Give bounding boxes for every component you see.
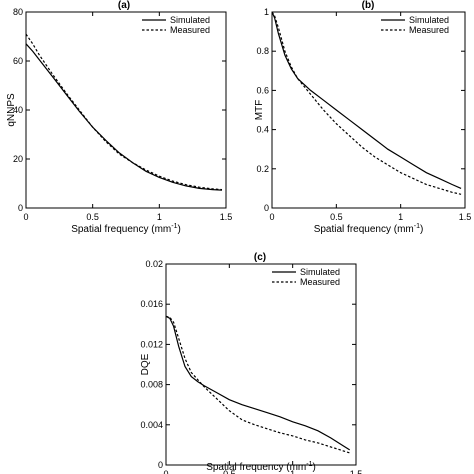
x-axis-label: Spatial frequency (mm-1) [71,223,181,235]
y-tick-label: 0.004 [140,420,163,430]
y-tick-label: 0.8 [256,46,269,56]
y-tick-label: 0.6 [256,85,269,95]
x-axis-label: Spatial frequency (mm-1) [206,461,316,473]
y-tick-label: 0 [264,203,269,213]
legend-label-simulated: Simulated [300,267,340,277]
x-tick-label: 0 [163,469,168,474]
x-tick-label: 0.5 [86,212,99,222]
x-tick-label: 1.5 [350,469,363,474]
y-axis-label: MTF [254,100,265,121]
series-line-simulated [25,43,223,191]
x-tick-label: 0 [269,212,274,222]
legend-label-simulated: Simulated [170,15,210,25]
y-tick-label: 0.008 [140,380,163,390]
x-tick-label: 0 [23,212,28,222]
x-axis-label-close: ) [312,462,315,473]
chart-panel-a: (a) 0 0.5 1 1.5 0 20 40 60 80 Spatial frequency (m… [6,0,232,235]
y-tick-label: 0 [18,203,23,213]
x-axis-label-exponent: -1 [306,461,312,468]
y-axis-label: qNNPS [6,93,17,127]
plot-frame [271,11,466,209]
panel-label: (a) [118,0,130,11]
x-axis-label-exponent: -1 [414,223,420,230]
y-tick-label: 1 [264,7,269,17]
x-axis-label-text: Spatial frequency (mm [206,462,306,473]
series-line-measured [165,315,350,454]
x-axis-label-close: ) [177,224,180,235]
x-tick-label: 1.5 [459,212,472,222]
series-line-measured [271,11,462,195]
legend-label-measured: Measured [300,277,340,287]
y-tick-label: 0 [158,460,163,470]
panel-label: (b) [362,0,375,11]
chart-panel-c: (c) 0 0.5 1 1.5 0 0.004 0.008 0.012 0.016 0.02 Spat… [140,252,362,474]
x-tick-label: 1 [398,212,403,222]
panel-label: (c) [254,252,266,263]
y-tick-label: 0.016 [140,299,163,309]
x-tick-label: 0.5 [330,212,343,222]
legend-label-measured: Measured [409,25,449,35]
series-line-measured [25,33,223,191]
plot-frame [165,263,357,466]
x-axis-label-close: ) [420,224,423,235]
y-tick-label: 0.02 [145,259,163,269]
series-line-simulated [271,11,462,189]
legend-label-measured: Measured [170,25,210,35]
y-tick-label: 60 [13,56,23,66]
legend-label-simulated: Simulated [409,15,449,25]
y-tick-label: 80 [13,7,23,17]
y-axis-label: DQE [140,353,151,375]
y-tick-label: 0.2 [256,164,269,174]
x-tick-label: 1 [157,212,162,222]
x-tick-label: 1.5 [220,212,233,222]
x-tick-label: 0.5 [223,469,236,474]
y-tick-label: 20 [13,154,23,164]
x-axis-label-exponent: -1 [171,223,177,230]
plot-frame [25,11,227,209]
x-tick-label: 1 [290,469,295,474]
x-axis-label-text: Spatial frequency (mm [71,224,171,235]
y-tick-label: 0.012 [140,339,163,349]
series-line-simulated [165,315,351,451]
y-tick-label: 0.4 [256,125,269,135]
y-tick-label: 40 [13,105,23,115]
x-axis-label: Spatial frequency (mm-1) [314,223,424,235]
x-axis-label-text: Spatial frequency (mm [314,224,414,235]
